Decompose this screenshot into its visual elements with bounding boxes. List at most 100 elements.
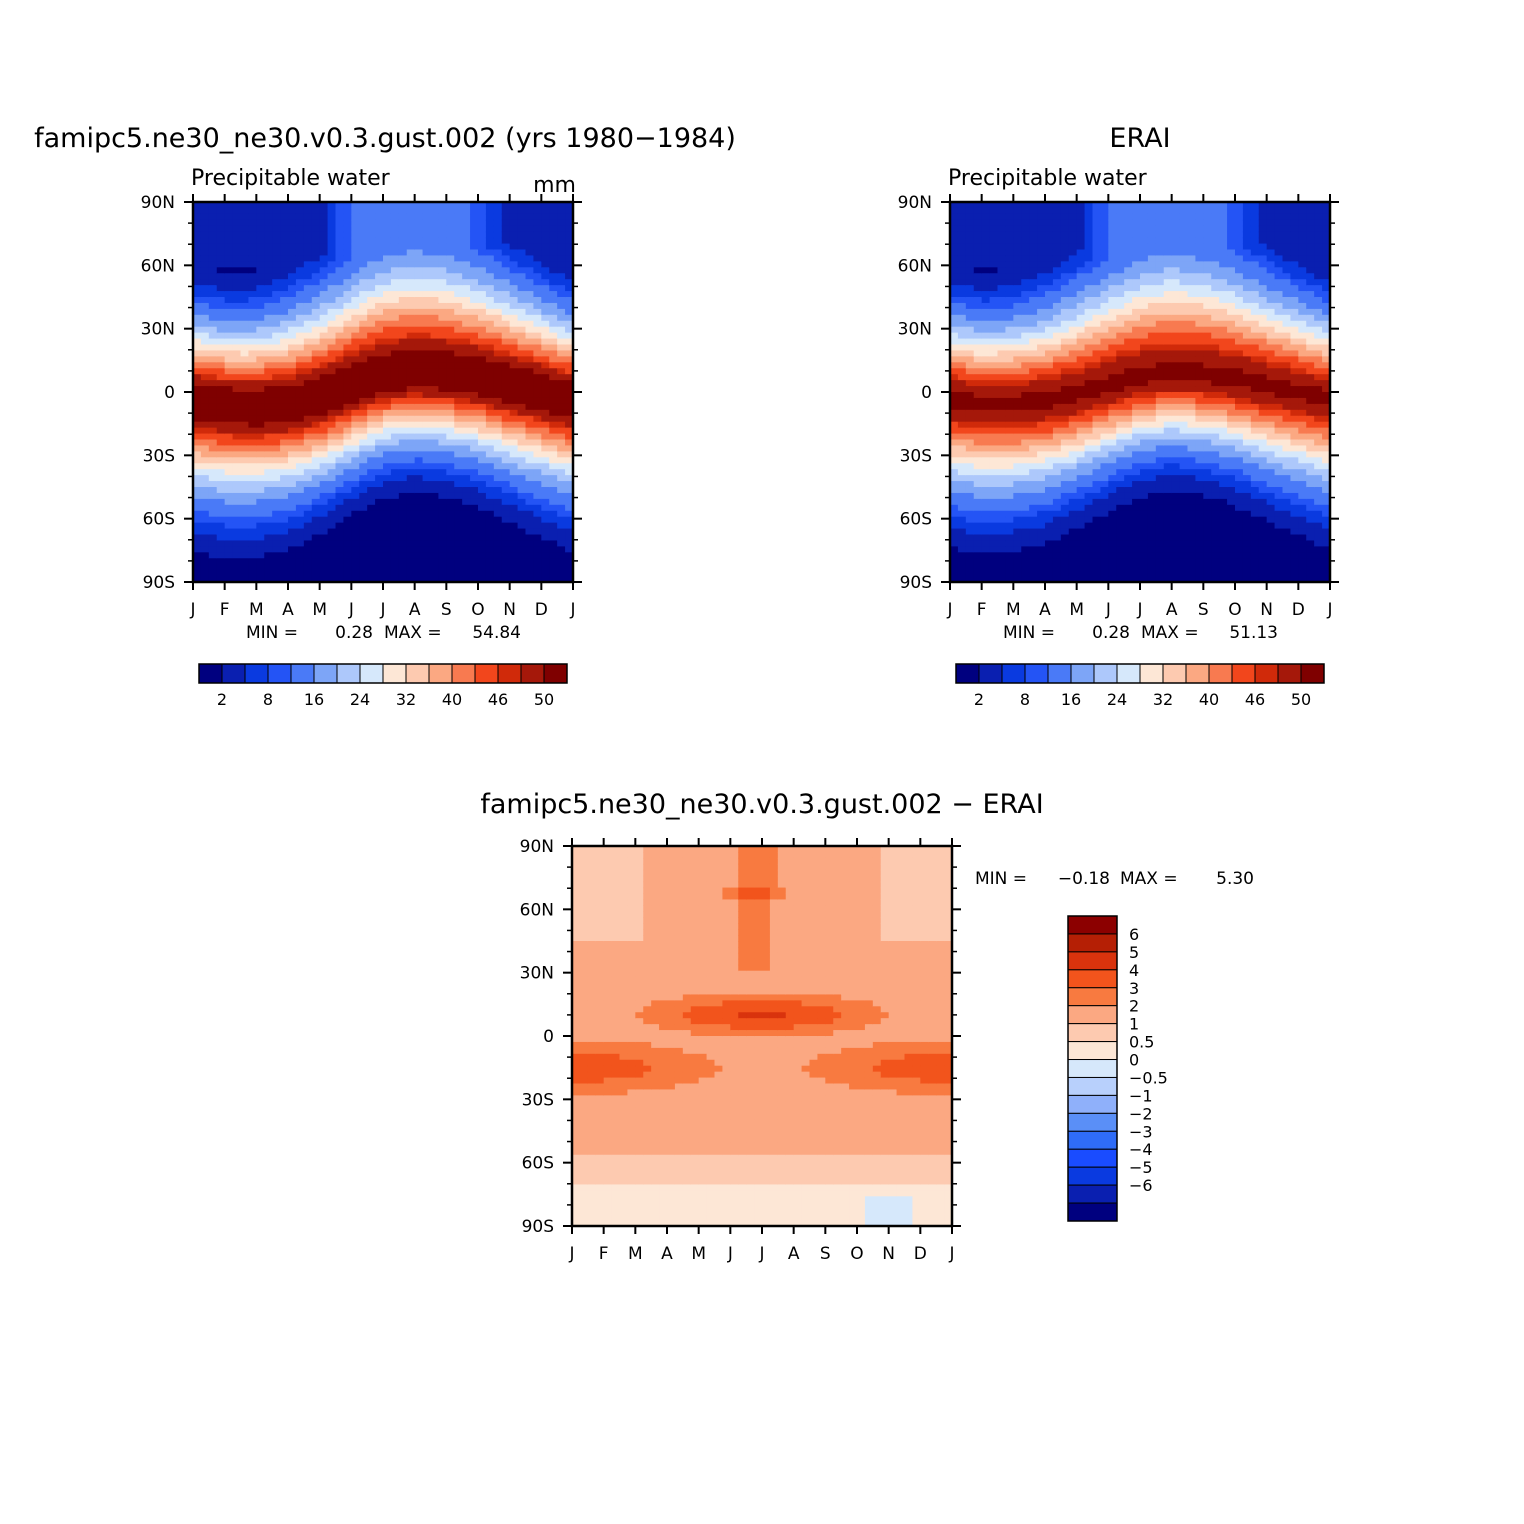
- field-cell: [981, 576, 991, 583]
- field-cell: [478, 409, 487, 417]
- field-cell: [549, 409, 558, 417]
- field-cell: [414, 356, 424, 363]
- field-cell: [295, 213, 305, 221]
- field-cell: [1037, 421, 1046, 429]
- field-cell: [1037, 451, 1046, 458]
- field-cell: [438, 213, 447, 221]
- field-cell: [272, 451, 281, 458]
- field-cell: [462, 528, 471, 536]
- field-cell: [335, 308, 345, 316]
- field-cell: [485, 409, 495, 417]
- field-cell: [208, 344, 218, 352]
- field-cell: [375, 528, 384, 536]
- field-cell: [965, 392, 975, 399]
- field-cell: [288, 308, 297, 316]
- field-cell: [272, 362, 281, 369]
- field-cell: [549, 243, 558, 251]
- field-cell: [264, 421, 273, 429]
- field-cell: [224, 386, 234, 393]
- field-cell: [208, 540, 218, 547]
- field-cell: [462, 219, 471, 227]
- field-cell: [295, 487, 305, 494]
- field-cell: [462, 540, 471, 547]
- field-cell: [557, 392, 566, 399]
- field-cell: [367, 285, 376, 292]
- field-cell: [216, 469, 226, 476]
- field-cell: [462, 576, 471, 583]
- field-cell: [430, 219, 440, 227]
- field-cell: [1021, 516, 1030, 524]
- field-cell: [1163, 267, 1173, 274]
- field-cell: [1100, 558, 1109, 565]
- field-cell: [343, 570, 352, 577]
- field-cell: [1068, 498, 1078, 506]
- field-cell: [478, 356, 487, 363]
- field-cell: [1052, 504, 1062, 512]
- field-cell: [1108, 320, 1117, 328]
- field-cell: [414, 386, 424, 393]
- field-cell: [335, 528, 345, 536]
- field-cell: [1116, 362, 1125, 369]
- field-cell: [1132, 261, 1141, 268]
- field-cell: [193, 231, 202, 239]
- field-cell: [454, 522, 463, 530]
- field-cell: [240, 386, 250, 393]
- field-cell: [509, 202, 519, 209]
- field-cell: [493, 528, 503, 536]
- field-cell: [414, 243, 424, 251]
- field-cell: [288, 570, 297, 577]
- field-cell: [232, 302, 242, 310]
- field-cell: [1124, 475, 1133, 482]
- field-cell: [957, 439, 967, 447]
- field-cell: [1052, 421, 1062, 429]
- field-cell: [1068, 213, 1078, 221]
- field-cell: [438, 225, 447, 233]
- field-cell: [224, 368, 234, 375]
- field-cell: [1068, 237, 1078, 245]
- field-cell: [1060, 576, 1070, 583]
- field-cell: [367, 380, 376, 387]
- field-cell: [989, 475, 999, 482]
- field-cell: [525, 552, 535, 559]
- field-cell: [462, 207, 471, 215]
- field-cell: [981, 279, 991, 286]
- field-cell: [1155, 285, 1165, 292]
- field-cell: [288, 409, 297, 417]
- field-cell: [216, 231, 226, 239]
- field-cell: [343, 202, 352, 209]
- field-cell: [438, 439, 447, 447]
- field-cell: [478, 534, 487, 542]
- field-cell: [359, 261, 368, 268]
- field-cell: [430, 320, 440, 328]
- field-cell: [1037, 237, 1046, 245]
- field-cell: [533, 552, 542, 559]
- field-cell: [240, 397, 250, 405]
- field-cell: [272, 409, 281, 417]
- field-cell: [454, 243, 463, 251]
- field-cell: [981, 528, 991, 536]
- field-cell: [359, 386, 368, 393]
- field-cell: [216, 457, 226, 464]
- field-cell: [1092, 498, 1102, 506]
- field-cell: [1013, 492, 1022, 500]
- field-cell: [414, 433, 424, 441]
- field-cell: [485, 326, 495, 334]
- field-cell: [335, 243, 345, 251]
- field-cell: [1029, 219, 1038, 227]
- field-cell: [280, 285, 289, 292]
- field-cell: [406, 344, 416, 352]
- field-cell: [1021, 261, 1030, 268]
- field-cell: [501, 255, 511, 262]
- field-cell: [1147, 237, 1157, 245]
- field-cell: [272, 403, 281, 411]
- field-cell: [1132, 492, 1141, 500]
- field-cell: [501, 219, 511, 227]
- field-cell: [1132, 409, 1141, 417]
- field-cell: [264, 522, 273, 530]
- field-cell: [493, 534, 503, 542]
- field-cell: [224, 397, 234, 405]
- field-cell: [414, 308, 424, 316]
- field-cell: [501, 451, 511, 458]
- field-cell: [422, 576, 432, 583]
- field-cell: [295, 516, 305, 524]
